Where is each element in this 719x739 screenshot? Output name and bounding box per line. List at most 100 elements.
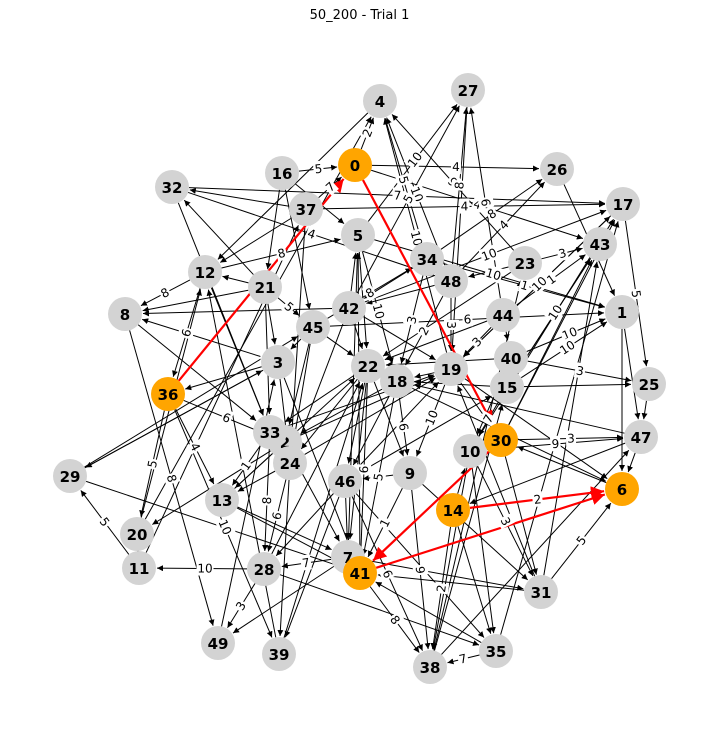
edge-weight-bg <box>355 464 372 475</box>
node-circle <box>341 218 375 252</box>
edge-weight-text: 8 <box>452 181 467 190</box>
edge-weight-bg <box>517 276 532 294</box>
edge-21-12 <box>222 274 249 284</box>
edge-weight-label: 5 <box>95 513 114 531</box>
edge-42-24 <box>295 323 344 447</box>
node-circle <box>155 170 189 204</box>
edge-24-19 <box>304 377 436 455</box>
edge-37-32 <box>189 187 290 207</box>
edge-weight-text: 5 <box>629 289 644 299</box>
node-label: 36 <box>158 386 179 404</box>
node-circle <box>451 73 485 107</box>
node-label: 10 <box>460 443 481 461</box>
edge-weight-label: 3 <box>555 244 570 262</box>
edge-6-30 <box>517 446 607 484</box>
edge-29-3 <box>84 370 263 469</box>
edge-weight-text: 6 <box>463 312 471 326</box>
edge-30-31 <box>504 456 538 575</box>
edge-weight-bg <box>628 287 645 300</box>
node-circle <box>605 472 639 506</box>
node-circle <box>606 187 640 221</box>
node-label: 29 <box>60 468 81 486</box>
edge-weight-bg <box>304 224 319 243</box>
node-label: 46 <box>335 473 356 491</box>
node-33: 33 <box>253 415 287 449</box>
node-37: 37 <box>289 192 323 226</box>
node-47: 47 <box>624 420 658 454</box>
node-circle <box>265 156 299 190</box>
edge-weight-bg <box>369 470 387 484</box>
edge-32-33 <box>177 202 264 416</box>
edge-48-42 <box>366 284 435 305</box>
edge-weight-bg <box>432 582 450 595</box>
node-49: 49 <box>201 626 235 660</box>
edge-weight-label: 7 <box>479 410 498 427</box>
edge-weight-bg <box>258 495 275 506</box>
edge-42-5 <box>350 252 359 292</box>
node-0: 0 <box>338 148 372 182</box>
edge-47-18 <box>414 383 625 434</box>
node-41: 41 <box>343 556 377 590</box>
edge-16-21 <box>265 189 280 270</box>
edge-weight-text: 4 <box>452 160 460 174</box>
edge-weight-bg <box>444 320 459 330</box>
node-label: 20 <box>127 526 148 544</box>
edge-weight-text: 10 <box>557 338 577 358</box>
node-circle <box>363 84 397 118</box>
node-12: 12 <box>188 255 222 289</box>
graph-title: 50_200 - Trial 1 <box>309 8 410 23</box>
node-circle <box>624 420 658 454</box>
edge-41-6 <box>375 492 606 569</box>
edge-weight-text: 7 <box>393 188 401 202</box>
edge-7-31 <box>364 559 524 591</box>
edge-weight-label: 10 <box>421 406 442 429</box>
edge-46-7 <box>344 497 351 540</box>
node-label: 6 <box>617 481 627 499</box>
edge-weight-text: 3 <box>557 246 568 261</box>
edge-weight-label: 10 <box>215 516 236 538</box>
edge-weight-label: 3 <box>496 513 515 530</box>
edge-weight-bg <box>361 283 378 302</box>
edge-3-36 <box>185 366 262 391</box>
edge-weight-text: 6 <box>357 465 371 473</box>
node-circle <box>201 626 235 660</box>
node-label: 31 <box>531 584 552 602</box>
node-circle <box>151 377 185 411</box>
node-23: 23 <box>508 246 542 280</box>
edge-weight-label: 8 <box>163 471 181 486</box>
node-10: 10 <box>453 434 487 468</box>
edge-weight-bg <box>496 513 515 530</box>
node-24: 24 <box>273 446 307 480</box>
edge-weight-bg <box>399 190 418 207</box>
node-circle <box>524 575 558 609</box>
node-circle <box>338 148 372 182</box>
node-circle <box>205 483 239 517</box>
edge-weight-bg <box>395 420 413 433</box>
node-4: 4 <box>363 84 397 118</box>
edge-weight-bg <box>544 301 566 324</box>
edge-weight-label: 1 <box>517 276 532 294</box>
edge-weight-bg <box>156 283 173 302</box>
edge-labels-layer: 5244257105109810568474101031105101610103… <box>95 125 645 667</box>
node-circle <box>583 227 617 261</box>
node-circle <box>508 246 542 280</box>
edge-47-6 <box>627 452 636 473</box>
edge-35-17 <box>500 221 620 635</box>
edge-weight-label: 8 <box>361 283 378 302</box>
edge-weight-bg <box>186 438 205 455</box>
edge-38-47 <box>441 449 630 655</box>
node-circle <box>262 637 296 671</box>
node-9: 9 <box>393 456 427 490</box>
edge-weight-bg <box>459 198 470 214</box>
node-label: 42 <box>339 300 360 318</box>
edge-weight-label: 8 <box>156 283 173 302</box>
edge-weight-label: 9 <box>412 564 429 576</box>
edge-weight-bg <box>462 311 473 327</box>
node-36: 36 <box>151 377 185 411</box>
edge-25-47 <box>641 400 648 420</box>
node-28: 28 <box>247 552 281 586</box>
node-6: 6 <box>605 472 639 506</box>
edge-weight-label: 6 <box>268 509 285 523</box>
node-label: 40 <box>501 350 522 368</box>
edge-30-41 <box>372 450 490 562</box>
